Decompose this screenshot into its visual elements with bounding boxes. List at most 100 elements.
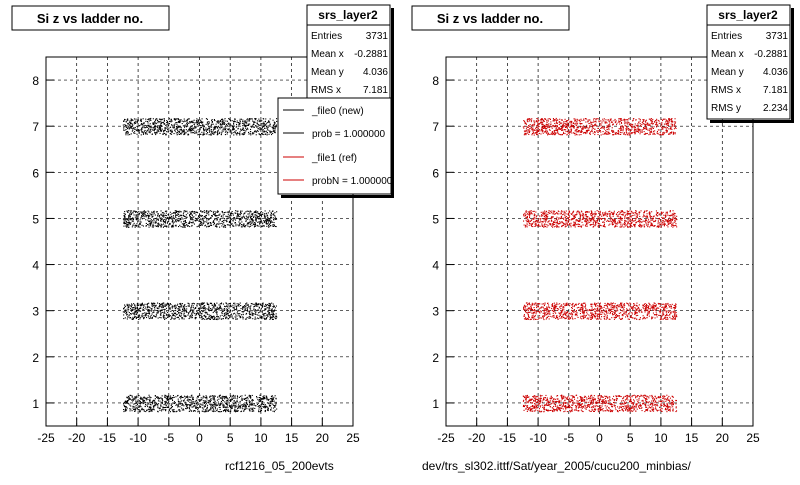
right-data-point — [675, 403, 676, 404]
left-data-point — [201, 223, 202, 224]
left-data-point — [183, 215, 184, 216]
left-data-point — [196, 127, 197, 128]
left-data-point — [268, 227, 269, 228]
left-data-point — [229, 317, 230, 318]
left-data-point — [240, 214, 241, 215]
left-data-point — [193, 219, 194, 220]
right-data-point — [614, 399, 615, 400]
left-data-point — [137, 401, 138, 402]
left-data-point — [179, 225, 180, 226]
left-data-point — [128, 309, 129, 310]
left-data-point — [201, 219, 202, 220]
left-data-point — [149, 311, 150, 312]
left-data-point — [165, 127, 166, 128]
left-data-point — [209, 219, 210, 220]
left-data-point — [246, 318, 247, 319]
left-data-point — [262, 123, 263, 124]
left-data-point — [125, 309, 126, 310]
left-data-point — [157, 303, 158, 304]
left-data-point — [150, 224, 151, 225]
left-data-point — [229, 222, 230, 223]
left-data-point — [128, 216, 129, 217]
left-data-point — [174, 125, 175, 126]
left-data-point — [271, 212, 272, 213]
left-data-point — [201, 303, 202, 304]
left-stats-value: 7.181 — [363, 85, 388, 96]
left-data-point — [221, 411, 222, 412]
left-data-point — [158, 226, 159, 227]
left-data-point — [176, 211, 177, 212]
left-data-point — [134, 211, 135, 212]
left-x-tick-label: 20 — [316, 431, 330, 445]
left-data-point — [195, 408, 196, 409]
right-data-point — [538, 404, 539, 405]
right-data-point — [672, 402, 673, 403]
right-data-point — [539, 411, 540, 412]
right-data-point — [658, 410, 659, 411]
left-data-point — [205, 221, 206, 222]
left-data-point — [229, 216, 230, 217]
left-data-point — [216, 124, 217, 125]
left-data-point — [142, 132, 143, 133]
left-data-point — [272, 398, 273, 399]
right-data-point — [655, 408, 656, 409]
left-data-point — [275, 410, 276, 411]
left-data-point — [198, 411, 199, 412]
left-data-point — [168, 128, 169, 129]
left-data-point — [141, 304, 142, 305]
left-data-point — [163, 133, 164, 134]
right-data-point — [544, 408, 545, 409]
right-data-point — [638, 406, 639, 407]
left-data-point — [253, 313, 254, 314]
right-data-point — [656, 397, 657, 398]
left-data-point — [247, 219, 248, 220]
left-data-point — [191, 121, 192, 122]
left-data-point — [206, 312, 207, 313]
left-data-point — [133, 303, 134, 304]
left-data-point — [128, 123, 129, 124]
left-data-point — [165, 217, 166, 218]
left-data-point — [216, 303, 217, 304]
left-data-point — [188, 313, 189, 314]
left-data-point — [166, 318, 167, 319]
left-data-point — [161, 122, 162, 123]
left-data-point — [207, 130, 208, 131]
right-data-point — [601, 395, 602, 396]
left-data-point — [222, 396, 223, 397]
left-data-point — [233, 124, 234, 125]
right-data-point — [554, 410, 555, 411]
left-data-point — [250, 410, 251, 411]
left-data-point — [245, 225, 246, 226]
left-data-point — [218, 221, 219, 222]
left-data-point — [202, 219, 203, 220]
left-data-point — [181, 134, 182, 135]
left-data-point — [241, 221, 242, 222]
right-data-point — [635, 411, 636, 412]
left-data-point — [152, 317, 153, 318]
left-data-point — [187, 122, 188, 123]
right-data-point — [541, 398, 542, 399]
right-data-point — [633, 399, 634, 400]
left-data-point — [273, 130, 274, 131]
left-data-point — [187, 226, 188, 227]
left-data-point — [223, 220, 224, 221]
left-data-point — [126, 132, 127, 133]
left-data-point — [247, 310, 248, 311]
left-data-point — [181, 396, 182, 397]
left-data-point — [125, 126, 126, 127]
left-data-point — [272, 210, 273, 211]
right-data-point — [540, 405, 541, 406]
left-data-point — [191, 309, 192, 310]
right-data-point — [542, 400, 543, 401]
left-data-point — [246, 121, 247, 122]
right-data-point — [615, 409, 616, 410]
left-data-point — [127, 316, 128, 317]
left-data-point — [269, 310, 270, 311]
left-data-point — [273, 217, 274, 218]
right-data-point — [525, 409, 526, 410]
left-x-tick-label: 0 — [196, 431, 203, 445]
left-data-point — [227, 125, 228, 126]
right-data-point — [643, 403, 644, 404]
left-data-point — [146, 304, 147, 305]
left-data-point — [155, 133, 156, 134]
